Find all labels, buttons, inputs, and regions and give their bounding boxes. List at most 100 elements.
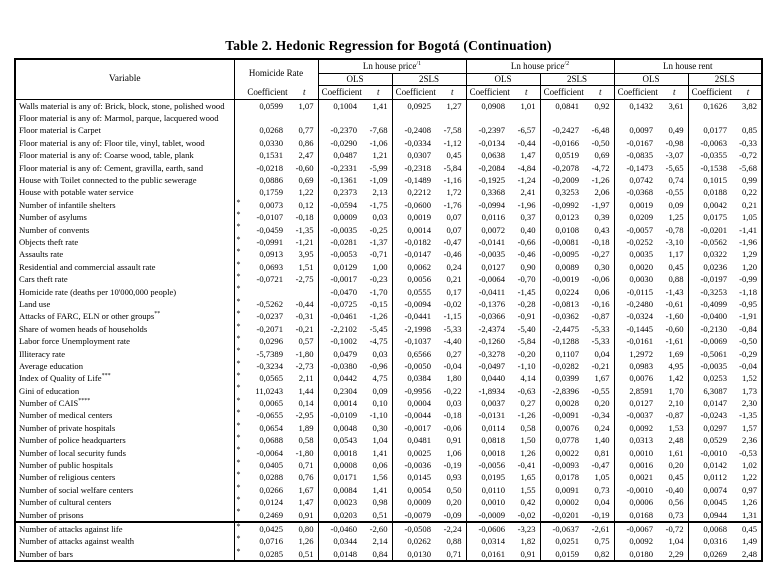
coefficient-value: -0,0637 (539, 521, 587, 536)
t-value: 3,95 (298, 249, 314, 260)
coefficient-value: 0,0008 (317, 458, 365, 472)
coefficient-value: -0,0281 (317, 235, 365, 249)
coefficient-header: Coefficient (244, 85, 291, 100)
coefficient-value: -0,3234 (256, 360, 284, 371)
table-row: Number of infantile shelters * 0,0073 0,12-… (15, 198, 762, 212)
t-value: 1,61 (668, 447, 684, 458)
t-value: 1,02 (741, 460, 757, 471)
t-value: -5,33 (591, 323, 610, 334)
t-value: -1,75 (369, 199, 388, 210)
t-value: 1,51 (298, 261, 314, 272)
ols-header: OLS (465, 73, 540, 86)
t-value: 0,56 (668, 497, 684, 508)
coefficient-value: 0,0159 (539, 547, 587, 561)
t-value: -2,61 (591, 523, 610, 534)
coefficient-value: 0,0296 (259, 336, 283, 347)
table-row: Illiteracy rate * -5,7389 -1,80 0,0479 0,03 0,… (15, 347, 762, 360)
coefficient-value: -0,1361 (317, 173, 365, 187)
coefficient-value: -0,0324 (613, 310, 661, 323)
t-value: -1,80 (295, 447, 314, 458)
coefficient-value: 0,0116 (465, 211, 513, 224)
coefficient-value: -2,2102 (317, 322, 365, 335)
table-row: Floor material is any of: Floor tile, vi… (15, 136, 762, 150)
t-value: -4,84 (517, 162, 536, 173)
coefficient-header: Coefficient (613, 85, 661, 100)
coefficient-value: 0,0091 (539, 483, 587, 496)
t-value: -1,16 (443, 175, 462, 186)
variable-name: Attacks of FARC, ELN or other groups** (19, 311, 161, 322)
t-value: 0,20 (446, 497, 462, 508)
t-value: 0,06 (372, 460, 388, 471)
coefficient-value: 0,0074 (687, 483, 735, 496)
coefficient-value: 0,0037 (465, 396, 513, 410)
significance-star: * (233, 322, 244, 335)
coefficient-value: -0,4099 (687, 297, 735, 311)
t-value: -5,99 (369, 162, 388, 173)
coefficient-value: -0,1376 (465, 297, 513, 311)
significance-star: * (233, 433, 244, 447)
t-value: 0,69 (298, 175, 314, 186)
ln-house-price-2-header: Ln house price/2 (465, 59, 614, 74)
coefficient-value: -0,0044 (391, 409, 439, 422)
coefficient-value: -0,1260 (465, 334, 513, 348)
t-value: 0,81 (594, 447, 610, 458)
tsls-header: 2SLS (687, 73, 762, 86)
variable-name: Number of private hospitals (19, 422, 116, 433)
coefficient-value: -0,0470 (317, 285, 365, 298)
t-value: -1,35 (295, 224, 314, 235)
t-value: -4,75 (369, 336, 388, 347)
t-value: 0,93 (446, 472, 462, 483)
coefficient-value: 0,0425 (259, 523, 283, 534)
t-value: 2,30 (741, 398, 757, 409)
coefficient-value: 0,0127 (465, 260, 513, 273)
t-value: -5,65 (665, 162, 684, 173)
t-value: -5,33 (591, 336, 610, 347)
t-value: -5,84 (443, 162, 462, 173)
t-value: 2,06 (594, 187, 610, 198)
table-row: Number of medical centers * -0,0655 -2,95 -0… (15, 409, 762, 422)
t-value: 2,41 (520, 187, 536, 198)
coefficient-value: 0,1107 (539, 347, 587, 360)
variable-name: Homicide rate (deaths per 10'000,000 peo… (19, 286, 177, 297)
t-value: -0,15 (369, 298, 388, 309)
t-value: 4,75 (372, 373, 388, 384)
coefficient-value: 0,0110 (465, 483, 513, 496)
t-value: 4,95 (668, 360, 684, 371)
coefficient-value: -0,9956 (391, 384, 439, 397)
table-row: Average education * -0,3234 -2,73 -0,0380 -0,… (15, 359, 762, 373)
variable-name: Labor force Unemployment rate (19, 336, 130, 347)
t-value: 2,11 (298, 373, 314, 384)
coefficient-value: 0,0266 (259, 484, 283, 495)
coefficient-value: 0,0148 (317, 547, 365, 561)
t-value: -0,02 (443, 298, 462, 309)
coefficient-value: -0,0243 (687, 409, 735, 422)
coefficient-value: -0,0282 (539, 359, 587, 373)
t-value: 1,67 (594, 373, 610, 384)
t-value: 2,48 (668, 435, 684, 446)
coefficient-value: 0,0009 (391, 496, 439, 509)
coefficient-value: -2,1998 (391, 322, 439, 335)
variable-name: Number of attacks against life (19, 523, 123, 534)
coefficient-value (317, 111, 365, 125)
t-value: 2,29 (668, 548, 684, 559)
coefficient-value: -0,0091 (539, 409, 587, 422)
variable-name: Share of women heads of households (19, 323, 148, 334)
coefficient-value: -0,0201 (539, 508, 587, 523)
t-value: 1,22 (298, 187, 314, 198)
coefficient-value: -0,0009 (465, 508, 513, 523)
group-label: Ln house price (362, 61, 417, 72)
coefficient-value: 0,0188 (687, 186, 735, 199)
significance-star: * (233, 210, 244, 224)
coefficient-value: -0,2318 (391, 161, 439, 174)
significance-star: * (233, 421, 244, 435)
t-value: -0,02 (513, 508, 540, 523)
table-row: Share of women heads of households * -0,20… (15, 322, 762, 335)
t-value: 0,73 (661, 508, 688, 523)
coefficient-header: Coefficient (317, 85, 365, 100)
coefficient-value: 0,0076 (539, 421, 587, 435)
t-value: -0,33 (739, 137, 757, 148)
t-value: 2,48 (741, 548, 757, 559)
significance-star (233, 161, 244, 174)
table-row: Number of police headquarters * 0,0688 0,58… (15, 433, 762, 447)
header-group-row: Variable Homicide Rate Ln house price/1 … (15, 59, 762, 100)
